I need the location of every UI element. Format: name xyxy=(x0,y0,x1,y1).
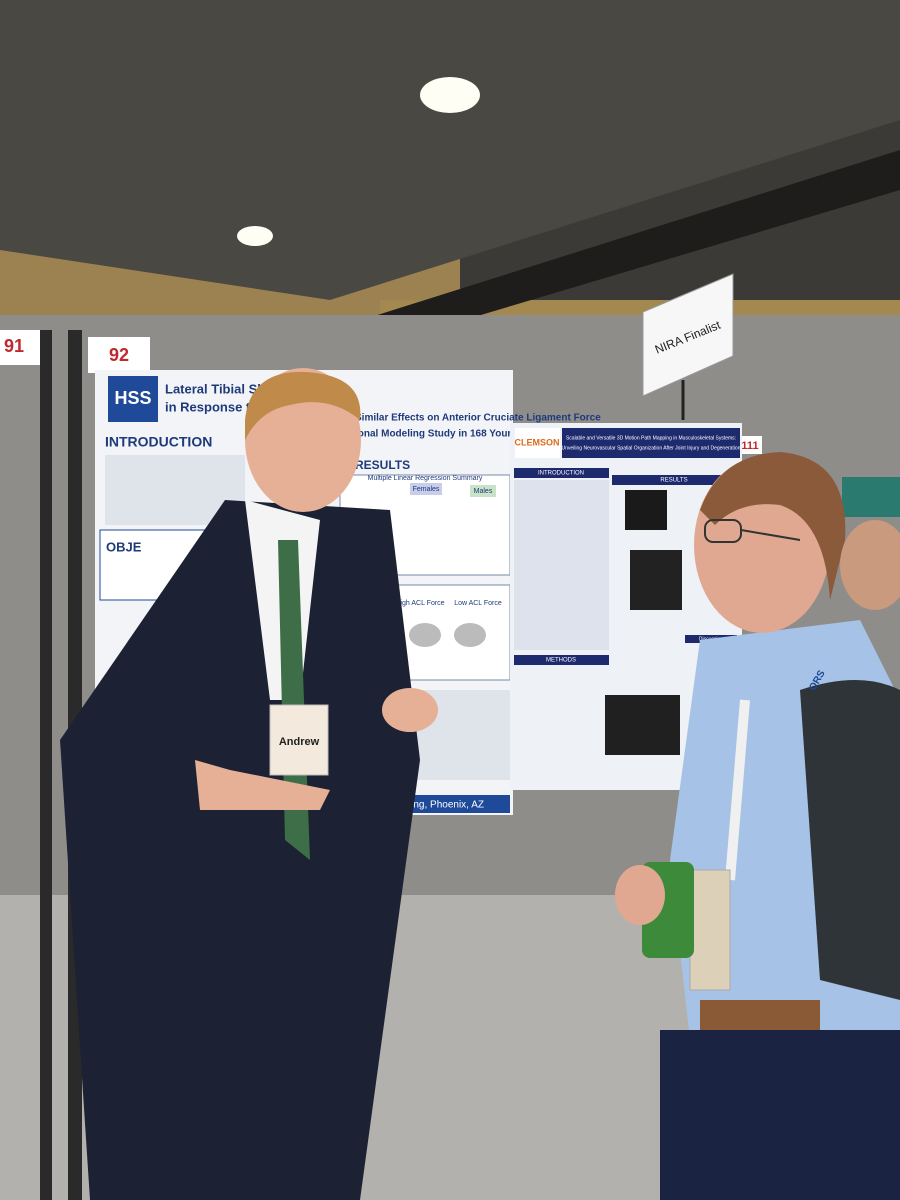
poster-logo: CLEMSON xyxy=(515,437,560,447)
table-header-box xyxy=(410,483,442,495)
name-badge xyxy=(689,869,731,991)
table-header: Females xyxy=(413,486,440,493)
poster-title: Unveiling Neurovascular Spatial Organiza… xyxy=(562,445,741,451)
ceiling-light xyxy=(420,77,480,113)
poster-footer: Annual Meeting, Phoenix, AZ xyxy=(355,800,484,811)
board-number-card xyxy=(738,436,762,454)
hair xyxy=(245,371,361,440)
beam xyxy=(330,150,900,360)
poster-title: ional Modeling Study in 168 Young High-R… xyxy=(355,429,611,440)
hair xyxy=(700,452,846,600)
board-number-card xyxy=(0,330,40,365)
poster-logo: HSS xyxy=(114,388,151,408)
poster-logo-box xyxy=(108,376,158,422)
ceiling-light xyxy=(237,226,273,246)
poster-logo-box xyxy=(515,428,560,458)
section-bar xyxy=(514,655,609,665)
hand xyxy=(195,760,330,810)
section-heading: INTRODUCTION xyxy=(105,434,212,450)
board-number: 92 xyxy=(109,345,129,365)
belt xyxy=(700,1000,820,1030)
hand xyxy=(615,865,665,925)
suit xyxy=(60,500,420,1200)
board-number: 111 xyxy=(741,440,758,452)
figure-image xyxy=(630,550,682,610)
section-bar xyxy=(514,468,609,478)
section-heading: INTRODUCTION xyxy=(538,471,584,477)
figure-label: High ACL Force xyxy=(395,600,444,607)
section-bar xyxy=(612,475,737,485)
figure-image xyxy=(409,623,441,647)
poster-title-bar xyxy=(562,428,740,458)
section-heading: OBJE xyxy=(106,539,142,554)
ceiling-structure xyxy=(0,0,900,300)
figure-image xyxy=(454,623,486,647)
poster-title: Similar Effects on Anterior Cruciate Lig… xyxy=(355,413,601,424)
name-badge xyxy=(269,704,329,776)
figure-label: Low ACL Force xyxy=(454,600,502,607)
section-heading: METHODS xyxy=(546,658,576,664)
tie xyxy=(278,540,310,860)
badge-name: Andrew xyxy=(279,736,320,748)
head xyxy=(840,520,900,610)
section-heading: RESULTS xyxy=(355,458,410,472)
figure-image xyxy=(625,490,667,530)
board-number-card xyxy=(88,337,150,373)
table-header-box xyxy=(470,485,496,497)
lanyard xyxy=(725,699,750,881)
sign xyxy=(642,273,734,397)
poster-title: Scalable and Versatile 3D Motion Path Ma… xyxy=(566,435,736,441)
glasses xyxy=(740,529,801,541)
figure-image xyxy=(605,695,680,755)
text-block xyxy=(514,480,609,650)
poster-edge xyxy=(842,477,900,517)
table-header: Males xyxy=(474,488,493,495)
table-caption: Multiple Linear Regression Summary xyxy=(368,475,483,482)
backpack-strap xyxy=(800,680,900,1000)
section-heading: RESULTS xyxy=(660,478,687,484)
hand xyxy=(382,688,438,732)
board-post xyxy=(40,330,52,1200)
board-number: 91 xyxy=(4,336,24,356)
pants xyxy=(660,1030,900,1200)
